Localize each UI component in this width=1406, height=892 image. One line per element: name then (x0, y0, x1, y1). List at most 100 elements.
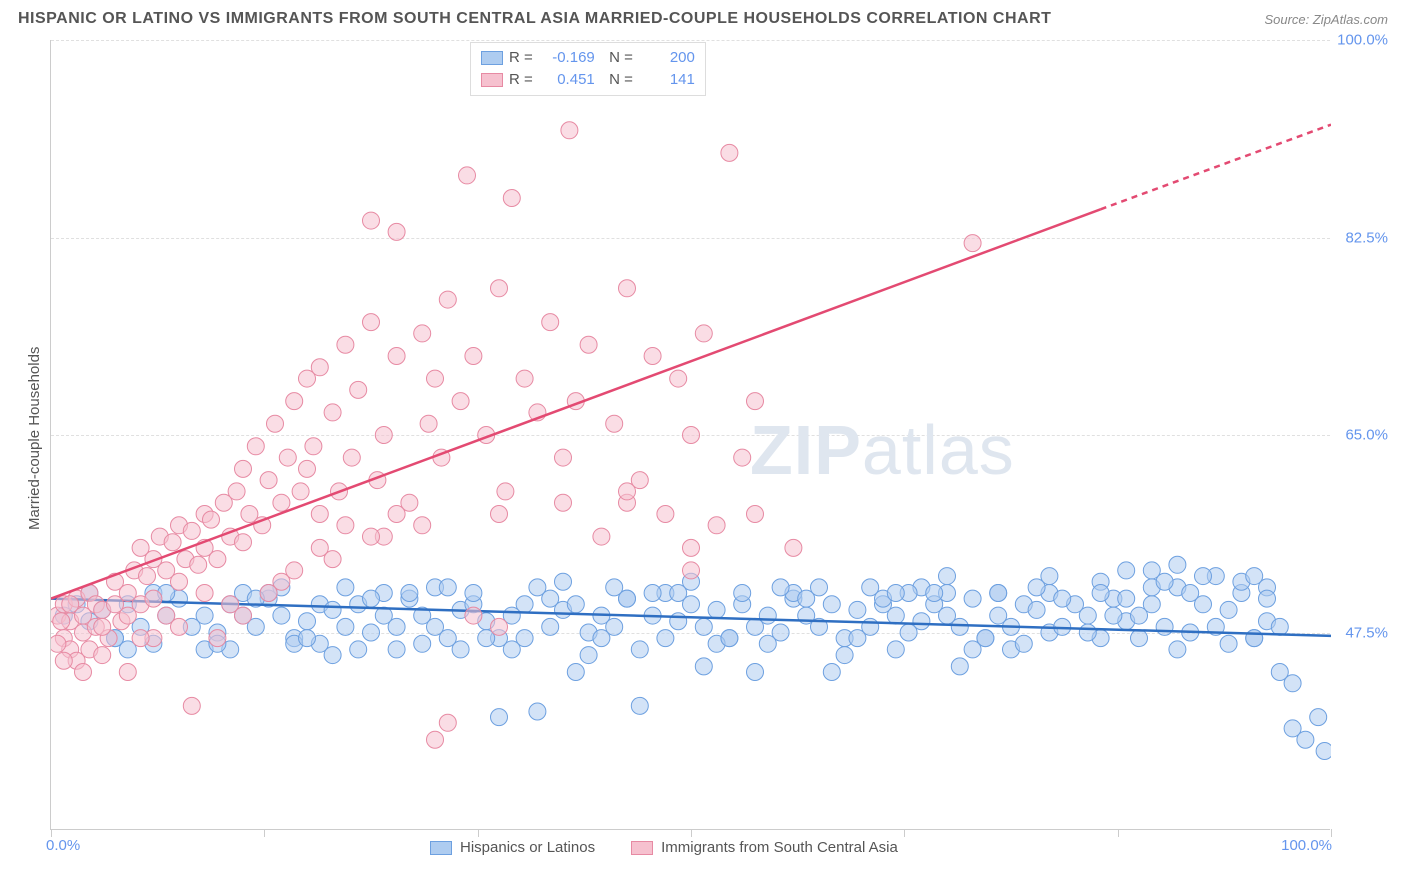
data-point (439, 579, 456, 596)
data-point (849, 601, 866, 618)
data-point (1195, 568, 1212, 585)
data-point (286, 562, 303, 579)
data-point (1246, 630, 1263, 647)
data-point (542, 590, 559, 607)
data-point (990, 585, 1007, 602)
data-point (708, 517, 725, 534)
data-point (337, 336, 354, 353)
data-point (439, 714, 456, 731)
data-point (183, 522, 200, 539)
data-point (593, 630, 610, 647)
stats-legend-row: R =-0.169 N =200 (481, 47, 695, 69)
data-point (644, 348, 661, 365)
data-point (862, 579, 879, 596)
r-label: R = (509, 69, 533, 91)
x-tick (1118, 829, 1119, 837)
data-point (1118, 590, 1135, 607)
data-point (401, 585, 418, 602)
legend-swatch (481, 51, 503, 65)
data-point (311, 359, 328, 376)
data-point (491, 618, 508, 635)
data-point (695, 658, 712, 675)
x-axis-min-label: 0.0% (46, 837, 80, 854)
r-value: -0.169 (539, 47, 595, 69)
data-point (657, 506, 674, 523)
data-point (427, 370, 444, 387)
r-label: R = (509, 47, 533, 69)
data-point (670, 370, 687, 387)
data-point (465, 348, 482, 365)
data-point (203, 511, 220, 528)
data-point (516, 370, 533, 387)
data-point (62, 596, 79, 613)
scatter-plot-svg (51, 40, 1331, 830)
data-point (260, 585, 277, 602)
data-point (734, 585, 751, 602)
data-point (561, 122, 578, 139)
data-point (951, 658, 968, 675)
data-point (350, 641, 367, 658)
data-point (964, 235, 981, 252)
data-point (51, 635, 66, 652)
y-tick-label: 100.0% (1337, 32, 1388, 49)
data-point (190, 556, 207, 573)
data-point (465, 585, 482, 602)
x-tick (1331, 829, 1332, 837)
data-point (183, 697, 200, 714)
data-point (606, 415, 623, 432)
data-point (670, 585, 687, 602)
data-point (465, 607, 482, 624)
data-point (683, 562, 700, 579)
data-point (1041, 568, 1058, 585)
data-point (235, 460, 252, 477)
legend-swatch (481, 73, 503, 87)
data-point (503, 190, 520, 207)
data-point (1131, 630, 1148, 647)
data-point (420, 415, 437, 432)
data-point (94, 647, 111, 664)
data-point (529, 703, 546, 720)
data-point (363, 528, 380, 545)
data-point (414, 635, 431, 652)
data-point (388, 506, 405, 523)
data-point (1284, 720, 1301, 737)
data-point (286, 393, 303, 410)
trend-line (51, 209, 1101, 598)
data-point (388, 618, 405, 635)
y-axis-label: Married-couple Households (26, 347, 43, 530)
data-point (823, 664, 840, 681)
data-point (1015, 635, 1032, 652)
data-point (292, 483, 309, 500)
data-point (695, 618, 712, 635)
data-point (555, 494, 572, 511)
data-point (363, 624, 380, 641)
data-point (337, 579, 354, 596)
data-point (798, 590, 815, 607)
data-point (145, 590, 162, 607)
x-tick (264, 829, 265, 837)
data-point (337, 517, 354, 534)
data-point (823, 596, 840, 613)
data-point (887, 641, 904, 658)
bottom-legend-item: Immigrants from South Central Asia (631, 839, 898, 856)
data-point (337, 618, 354, 635)
data-point (759, 607, 776, 624)
data-point (555, 573, 572, 590)
x-tick (691, 829, 692, 837)
data-point (388, 641, 405, 658)
data-point (567, 664, 584, 681)
data-point (235, 534, 252, 551)
data-point (209, 551, 226, 568)
data-point (683, 427, 700, 444)
data-point (209, 630, 226, 647)
data-point (503, 641, 520, 658)
data-point (913, 613, 930, 630)
n-value: 200 (639, 47, 695, 69)
data-point (1182, 585, 1199, 602)
data-point (644, 585, 661, 602)
data-point (785, 539, 802, 556)
chart-title: HISPANIC OR LATINO VS IMMIGRANTS FROM SO… (18, 10, 1051, 28)
data-point (491, 280, 508, 297)
y-tick-label: 65.0% (1345, 427, 1388, 444)
data-point (542, 314, 559, 331)
